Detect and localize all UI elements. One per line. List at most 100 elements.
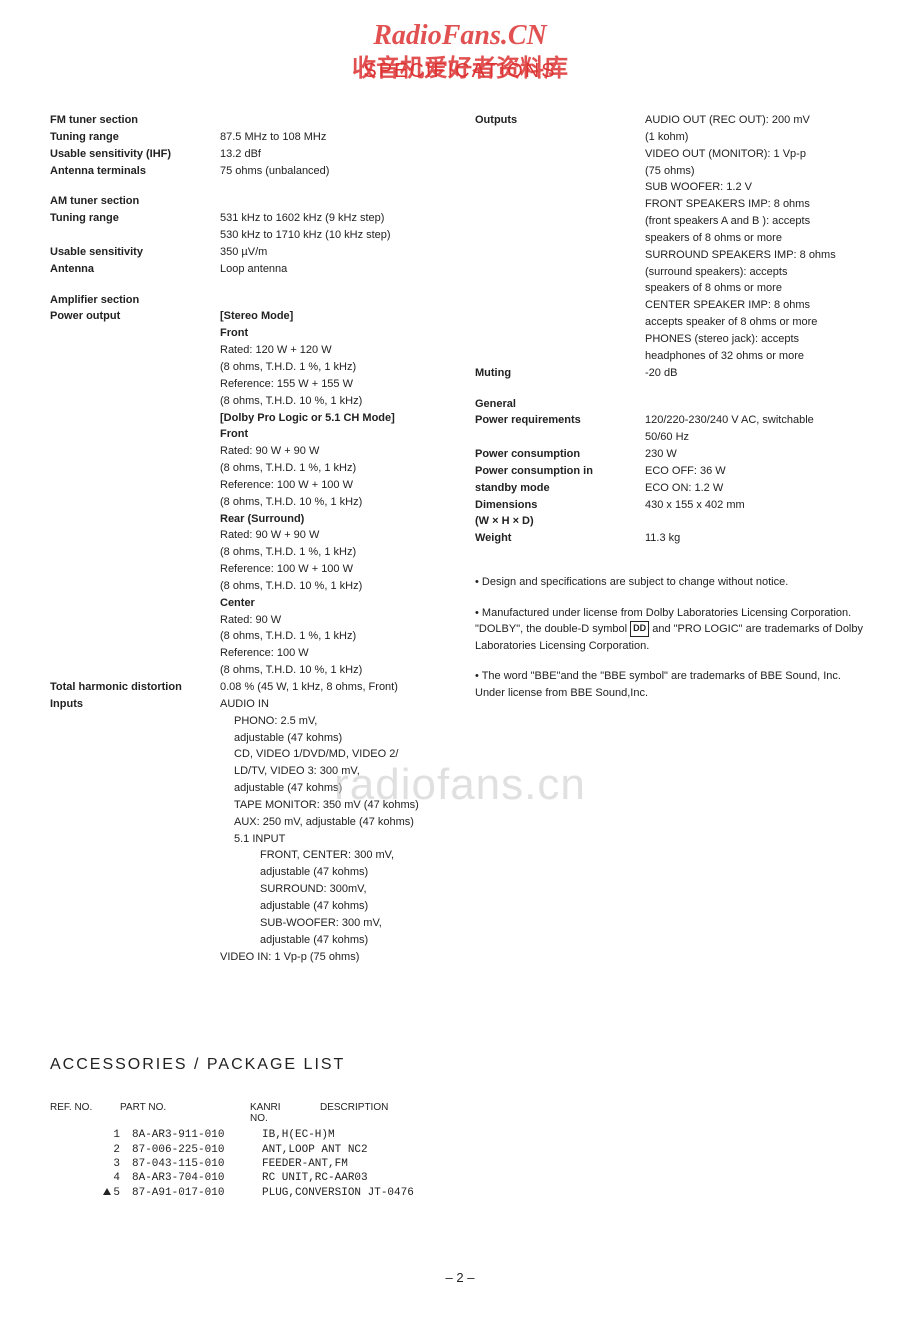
spec-value: CD, VIDEO 1/DVD/MD, VIDEO 2/ xyxy=(220,747,445,762)
spec-row: PHONO: 2.5 mV, xyxy=(50,714,445,729)
spec-row: (W × H × D) xyxy=(475,514,870,529)
spec-value xyxy=(220,113,445,128)
spec-value: Reference: 100 W + 100 W xyxy=(220,562,445,577)
spec-label xyxy=(475,281,645,296)
accessory-row: 587-A91-017-010PLUG,CONVERSION JT-0476 xyxy=(50,1186,870,1200)
spec-row: adjustable (47 kohms) xyxy=(50,781,445,796)
acc-refno: 3 xyxy=(50,1157,132,1171)
spec-row: Tuning range531 kHz to 1602 kHz (9 kHz s… xyxy=(50,211,445,226)
spec-row: (8 ohms, T.H.D. 10 %, 1 kHz) xyxy=(50,394,445,409)
spec-value: SURROUND SPEAKERS IMP: 8 ohms xyxy=(645,248,870,263)
spec-row: CD, VIDEO 1/DVD/MD, VIDEO 2/ xyxy=(50,747,445,762)
spec-value: SUB-WOOFER: 300 mV, xyxy=(220,916,445,931)
spec-label: Inputs xyxy=(50,697,220,712)
spec-label xyxy=(50,848,220,863)
spec-label xyxy=(50,343,220,358)
spec-value: speakers of 8 ohms or more xyxy=(645,231,870,246)
acc-head-kanri: KANRI NO. xyxy=(250,1102,320,1124)
spec-row: (8 ohms, T.H.D. 10 %, 1 kHz) xyxy=(50,663,445,678)
spec-value: SUB WOOFER: 1.2 V xyxy=(645,180,870,195)
spec-row: 5.1 INPUT xyxy=(50,832,445,847)
spec-label: Dimensions xyxy=(475,498,645,513)
spec-value: adjustable (47 kohms) xyxy=(220,899,445,914)
spec-value: 87.5 MHz to 108 MHz xyxy=(220,130,445,145)
spec-row: General xyxy=(475,397,870,412)
spec-row: Rated: 120 W + 120 W xyxy=(50,343,445,358)
spec-label xyxy=(50,714,220,729)
spec-row: speakers of 8 ohms or more xyxy=(475,281,870,296)
spec-label xyxy=(50,646,220,661)
spec-label: Power consumption xyxy=(475,447,645,462)
spec-label: AM tuner section xyxy=(50,194,220,209)
spec-row: Rated: 90 W + 90 W xyxy=(50,444,445,459)
spec-label xyxy=(50,832,220,847)
spec-label xyxy=(50,916,220,931)
spec-row: (8 ohms, T.H.D. 1 %, 1 kHz) xyxy=(50,629,445,644)
spec-label: Antenna xyxy=(50,262,220,277)
spec-right-column: OutputsAUDIO OUT (REC OUT): 200 mV(1 koh… xyxy=(475,113,870,966)
note-3: • The word "BBE"and the "BBE symbol" are… xyxy=(475,668,870,701)
spec-row: (8 ohms, T.H.D. 10 %, 1 kHz) xyxy=(50,495,445,510)
spec-row: FRONT SPEAKERS IMP: 8 ohms xyxy=(475,197,870,212)
spec-row: Reference: 100 W + 100 W xyxy=(50,562,445,577)
spec-value: 230 W xyxy=(645,447,870,462)
spec-label xyxy=(50,629,220,644)
spec-label xyxy=(475,349,645,364)
spec-row: adjustable (47 kohms) xyxy=(50,899,445,914)
accessory-row: 48A-AR3-704-010RC UNIT,RC-AAR03 xyxy=(50,1171,870,1185)
spec-label xyxy=(50,461,220,476)
spec-label xyxy=(475,214,645,229)
spec-label: Power requirements xyxy=(475,413,645,428)
spec-value: Rated: 120 W + 120 W xyxy=(220,343,445,358)
spec-value: (8 ohms, T.H.D. 1 %, 1 kHz) xyxy=(220,461,445,476)
spec-value: Center xyxy=(220,596,445,611)
spec-columns: FM tuner sectionTuning range87.5 MHz to … xyxy=(50,113,870,966)
spec-value: VIDEO IN: 1 Vp-p (75 ohms) xyxy=(220,950,445,965)
spec-row: Total harmonic distortion0.08 % (45 W, 1… xyxy=(50,680,445,695)
spec-value: 50/60 Hz xyxy=(645,430,870,445)
spec-label: Usable sensitivity xyxy=(50,245,220,260)
spec-row: Reference: 100 W xyxy=(50,646,445,661)
spec-value: [Stereo Mode] xyxy=(220,309,445,324)
spec-label xyxy=(50,882,220,897)
spec-row: Dimensions430 x 155 x 402 mm xyxy=(475,498,870,513)
spec-label xyxy=(50,562,220,577)
spec-row: Front xyxy=(50,326,445,341)
spec-row: Rated: 90 W xyxy=(50,613,445,628)
notes-block: • Design and specifications are subject … xyxy=(475,574,870,701)
spec-label xyxy=(50,427,220,442)
spec-row: FRONT, CENTER: 300 mV, xyxy=(50,848,445,863)
spec-label xyxy=(475,248,645,263)
spec-row: PHONES (stereo jack): accepts xyxy=(475,332,870,347)
spec-label xyxy=(50,444,220,459)
spec-label xyxy=(475,164,645,179)
spec-value: ECO ON: 1.2 W xyxy=(645,481,870,496)
spec-value: 531 kHz to 1602 kHz (9 kHz step) xyxy=(220,211,445,226)
spec-row: Usable sensitivity (IHF)13.2 dBf xyxy=(50,147,445,162)
spec-value: 11.3 kg xyxy=(645,531,870,546)
section-gap xyxy=(50,180,445,194)
accessory-row: 287-006-225-010ANT,LOOP ANT NC2 xyxy=(50,1143,870,1157)
spec-label xyxy=(50,747,220,762)
spec-value: speakers of 8 ohms or more xyxy=(645,281,870,296)
spec-value: Reference: 100 W xyxy=(220,646,445,661)
spec-value: (front speakers A and B ): accepts xyxy=(645,214,870,229)
spec-row: Rear (Surround) xyxy=(50,512,445,527)
spec-value: PHONES (stereo jack): accepts xyxy=(645,332,870,347)
spec-label xyxy=(50,579,220,594)
spec-row: CENTER SPEAKER IMP: 8 ohms xyxy=(475,298,870,313)
spec-value: FRONT, CENTER: 300 mV, xyxy=(220,848,445,863)
spec-row: standby modeECO ON: 1.2 W xyxy=(475,481,870,496)
spec-label: Amplifier section xyxy=(50,293,220,308)
note-3a: • The word "BBE"and the "BBE symbol" are… xyxy=(475,670,841,682)
spec-label xyxy=(50,899,220,914)
acc-desc: ANT,LOOP ANT NC2 xyxy=(262,1143,870,1157)
note-2a: • Manufactured under license from Dolby … xyxy=(475,607,851,619)
spec-label xyxy=(475,180,645,195)
spec-row: TAPE MONITOR: 350 mV (47 kohms) xyxy=(50,798,445,813)
spec-label xyxy=(50,394,220,409)
spec-row: Reference: 100 W + 100 W xyxy=(50,478,445,493)
section-gap xyxy=(50,279,445,293)
spec-value xyxy=(220,293,445,308)
spec-label xyxy=(50,663,220,678)
